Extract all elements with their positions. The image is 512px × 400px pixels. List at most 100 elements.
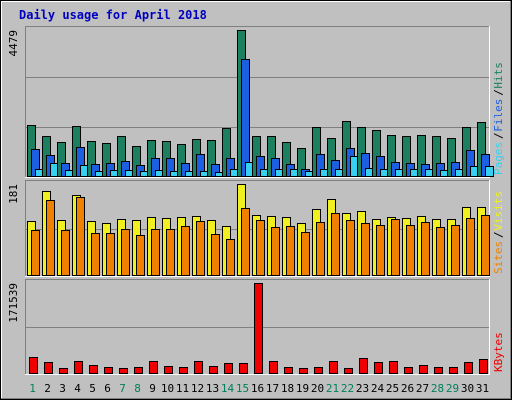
bar-kbytes-day-29 (449, 367, 458, 374)
bar-sites-day-3 (61, 230, 70, 276)
x-tick-label-6: 6 (104, 382, 111, 395)
x-tick-label-7: 7 (119, 382, 126, 395)
x-tick-label-10: 10 (161, 382, 174, 395)
bar-sites-day-26 (406, 225, 415, 276)
bar-sites-day-9 (151, 229, 160, 276)
bar-sites-day-22 (346, 220, 355, 276)
bar-kbytes-day-14 (224, 363, 233, 374)
x-tick-label-28: 28 (431, 382, 444, 395)
x-tick-label-11: 11 (176, 382, 189, 395)
legend-separator: / (492, 132, 505, 139)
bar-kbytes-day-1 (29, 357, 38, 374)
bar-sites-day-11 (181, 226, 190, 276)
x-tick-label-14: 14 (221, 382, 235, 395)
bar-kbytes-day-9 (149, 361, 158, 374)
bar-sites-day-20 (316, 222, 325, 276)
x-tick-label-16: 16 (251, 382, 264, 395)
x-tick-label-5: 5 (89, 382, 96, 395)
x-tick-label-4: 4 (74, 382, 81, 395)
bar-sites-day-8 (136, 235, 145, 276)
bar-kbytes-day-17 (269, 361, 278, 374)
bar-kbytes-day-18 (284, 367, 293, 374)
bar-sites-day-16 (256, 220, 265, 276)
x-tick-label-24: 24 (371, 382, 385, 395)
bar-kbytes-day-3 (59, 368, 68, 374)
bar-sites-day-25 (391, 219, 400, 276)
bar-kbytes-day-6 (104, 367, 113, 374)
bar-sites-day-1 (31, 230, 40, 276)
bar-kbytes-day-8 (134, 367, 143, 374)
bar-sites-day-28 (436, 227, 445, 276)
bar-sites-day-24 (376, 225, 385, 276)
bar-sites-day-21 (331, 213, 340, 276)
bar-sites-day-29 (451, 225, 460, 276)
x-tick-label-1: 1 (29, 382, 36, 395)
legend-kbytes: KBytes (492, 332, 505, 372)
x-tick-label-19: 19 (296, 382, 309, 395)
x-tick-label-3: 3 (59, 382, 66, 395)
legend-files: Files (492, 99, 505, 132)
legend-separator: / (492, 89, 505, 96)
bar-sites-day-27 (421, 222, 430, 276)
x-tick-label-23: 23 (356, 382, 369, 395)
x-tick-label-25: 25 (386, 382, 399, 395)
x-tick-label-9: 9 (149, 382, 156, 395)
x-tick-label-15: 15 (236, 382, 249, 395)
bar-sites-day-6 (106, 233, 115, 276)
bar-kbytes-day-13 (209, 366, 218, 374)
panel-kbytes-max-label: 171539 (7, 283, 20, 323)
bar-sites-day-30 (466, 218, 475, 276)
bar-kbytes-day-30 (464, 362, 473, 374)
x-tick-label-18: 18 (281, 382, 294, 395)
bar-sites-day-23 (361, 223, 370, 276)
bar-sites-day-10 (166, 229, 175, 276)
legend-separator: / (492, 231, 505, 238)
x-tick-label-29: 29 (446, 382, 459, 395)
bar-kbytes-day-2 (44, 362, 53, 374)
bar-kbytes-day-15 (239, 363, 248, 374)
bar-kbytes-day-5 (89, 365, 98, 374)
x-tick-label-17: 17 (266, 382, 279, 395)
bar-kbytes-day-19 (299, 368, 308, 374)
bar-kbytes-day-20 (314, 367, 323, 374)
bar-kbytes-day-16 (254, 283, 263, 374)
bar-kbytes-day-23 (359, 358, 368, 374)
bar-kbytes-day-7 (119, 368, 128, 374)
bar-kbytes-day-31 (479, 359, 488, 374)
bar-sites-day-12 (196, 221, 205, 276)
bar-pages-day-31 (485, 166, 494, 177)
x-tick-label-30: 30 (461, 382, 474, 395)
bar-sites-day-17 (271, 227, 280, 276)
bar-kbytes-day-11 (179, 367, 188, 374)
panel-hits-files-pages-max-label: 4479 (7, 30, 20, 57)
bar-kbytes-day-26 (404, 367, 413, 374)
bar-kbytes-day-24 (374, 362, 383, 374)
bar-kbytes-day-28 (434, 367, 443, 374)
legend-sites: Sites (492, 241, 505, 274)
x-tick-label-27: 27 (416, 382, 429, 395)
bar-sites-day-31 (481, 215, 490, 276)
bar-kbytes-day-21 (329, 361, 338, 374)
x-tick-label-13: 13 (206, 382, 219, 395)
x-tick-label-21: 21 (326, 382, 339, 395)
bar-kbytes-day-12 (194, 361, 203, 374)
x-tick-label-20: 20 (311, 382, 324, 395)
bar-sites-day-14 (226, 239, 235, 276)
x-tick-label-8: 8 (134, 382, 141, 395)
bar-sites-day-5 (91, 233, 100, 276)
bar-kbytes-day-10 (164, 366, 173, 374)
bar-files-day-15 (241, 59, 250, 177)
bar-sites-day-4 (76, 197, 85, 276)
bar-kbytes-day-22 (344, 368, 353, 374)
chart-title: Daily usage for April 2018 (19, 8, 207, 22)
bar-sites-day-15 (241, 208, 250, 276)
bar-sites-day-13 (211, 234, 220, 276)
bar-sites-day-2 (46, 200, 55, 276)
legend-pages: Pages (492, 142, 505, 175)
x-tick-label-12: 12 (191, 382, 204, 395)
legend-visits: Visits (492, 191, 505, 231)
bar-sites-day-18 (286, 226, 295, 276)
bar-kbytes-day-27 (419, 365, 428, 374)
